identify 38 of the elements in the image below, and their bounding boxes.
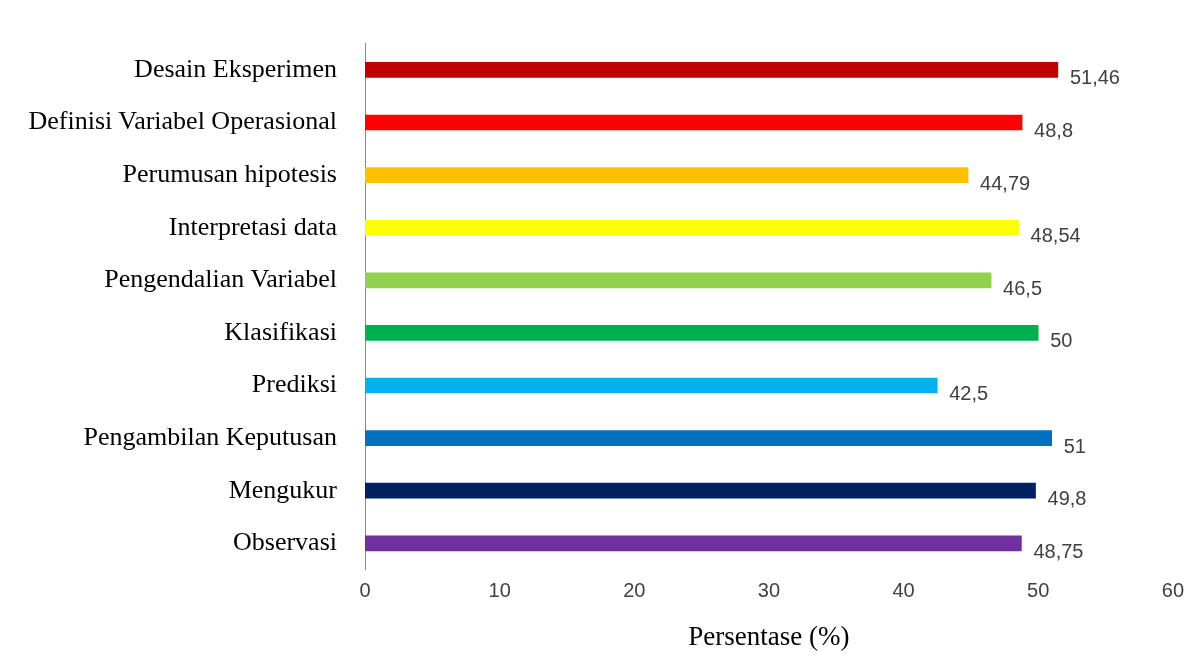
data-label: 50 <box>1050 329 1073 352</box>
y-tick-label: Prediksi <box>251 369 337 399</box>
data-label: 48,54 <box>1030 224 1081 247</box>
data-label: 44,79 <box>980 171 1031 194</box>
x-tick-label: 0 <box>359 579 371 602</box>
data-label: 48,8 <box>1034 119 1074 142</box>
x-tick-label: 60 <box>1161 579 1184 602</box>
bar <box>365 167 969 183</box>
bar <box>365 272 992 289</box>
bar <box>365 377 938 394</box>
x-tick-label: 40 <box>892 579 915 602</box>
x-tick-label: 30 <box>757 579 781 602</box>
data-label: 49,8 <box>1047 487 1087 510</box>
y-tick-label: Definisi Variabel Operasional <box>28 106 337 136</box>
bar <box>365 535 1022 552</box>
y-tick-label: Interpretasi data <box>168 211 338 241</box>
x-axis-title: Persentase (%) <box>688 620 850 651</box>
bar <box>365 219 1019 236</box>
bar <box>365 325 1039 341</box>
y-tick-label: Pengendalian Variabel <box>104 264 337 294</box>
y-tick-label: Perumusan hipotesis <box>122 158 337 188</box>
data-label: 51,46 <box>1069 66 1120 89</box>
data-label: 42,5 <box>949 382 989 405</box>
data-label: 51 <box>1063 434 1086 457</box>
y-tick-label: Klasifikasi <box>224 316 337 346</box>
y-tick-label: Observasi <box>233 527 337 557</box>
y-tick-label: Pengambilan Keputusan <box>83 421 337 451</box>
bar <box>365 114 1023 131</box>
x-tick-label: 20 <box>623 579 646 602</box>
data-label: 48,75 <box>1033 539 1084 562</box>
data-label: 46,5 <box>1003 276 1043 299</box>
bar <box>365 430 1053 446</box>
x-tick-label: 50 <box>1027 579 1050 602</box>
y-tick-label: Desain Eksperimen <box>134 53 337 83</box>
bar <box>365 482 1036 499</box>
bar <box>365 62 1059 78</box>
x-tick-label: 10 <box>488 579 511 602</box>
y-tick-label: Mengukur <box>228 474 338 504</box>
